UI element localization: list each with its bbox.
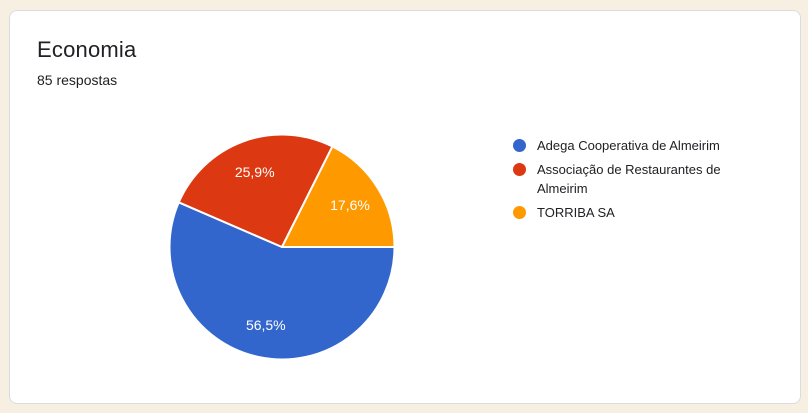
question-title: Economia <box>37 37 137 62</box>
pie-slice-percent-label-0: 56,5% <box>246 317 286 333</box>
legend-label: TORRIBA SA <box>537 205 615 220</box>
legend-item-0: Adega Cooperativa de Almeirim <box>513 136 731 155</box>
pie-slice-2[interactable] <box>281 145 396 248</box>
legend-color-dot <box>513 163 526 176</box>
response-count: 85 respostas <box>37 72 118 88</box>
pie-slice-percent-label-1: 25,9% <box>235 164 275 180</box>
pie-slice-percent-label-2: 17,6% <box>330 197 370 213</box>
pie-slice-1[interactable] <box>177 133 334 248</box>
pie-chart: 56,5% 25,9% 17,6% <box>168 133 396 361</box>
legend-label: Adega Cooperativa de Almeirim <box>537 138 720 153</box>
chart-legend: Adega Cooperativa de Almeirim Associação … <box>513 136 731 227</box>
legend-item-2: TORRIBA SA <box>513 203 731 222</box>
pie-slice-0[interactable] <box>168 201 396 361</box>
legend-color-dot <box>513 206 526 219</box>
legend-label: Associação de Restaurantes de Almeirim <box>537 162 721 196</box>
summary-card: Economia 85 respostas 56,5% 25,9% 17,6% Ad… <box>9 10 801 404</box>
legend-color-dot <box>513 139 526 152</box>
legend-item-1: Associação de Restaurantes de Almeirim <box>513 160 731 198</box>
